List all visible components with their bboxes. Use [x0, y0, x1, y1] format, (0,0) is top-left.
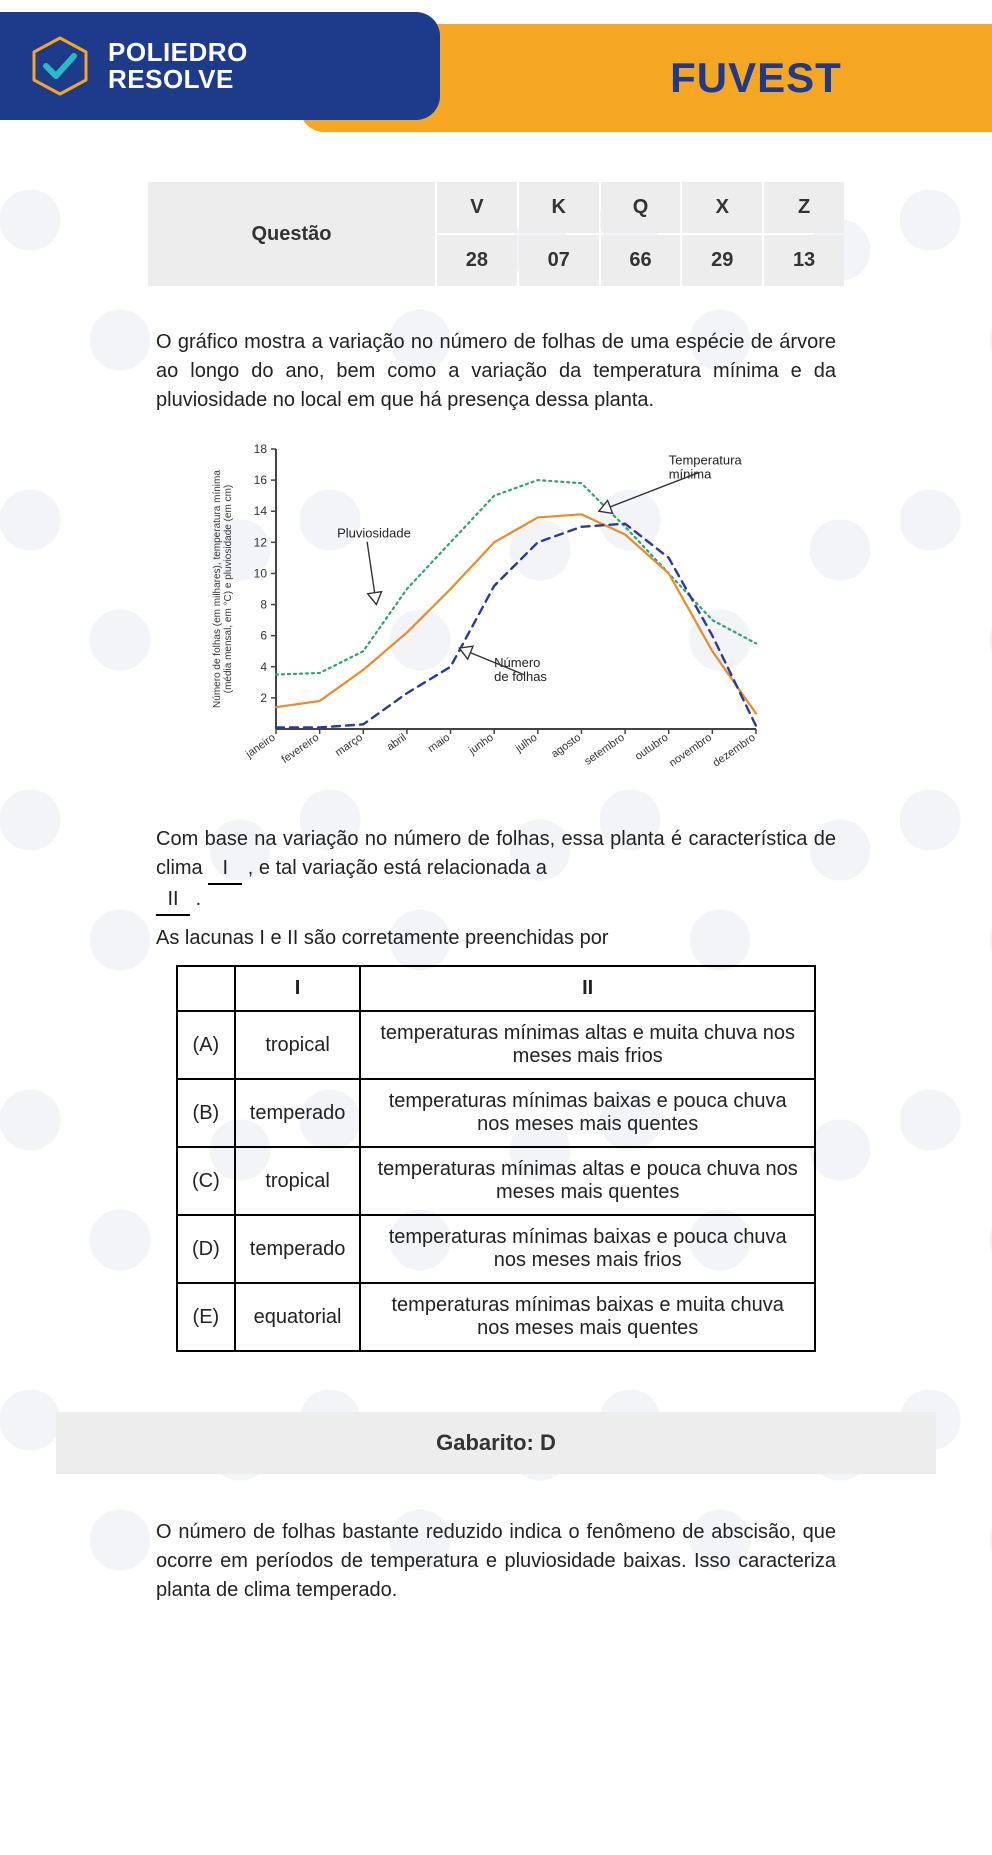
- svg-text:Número de folhas (em milhares): Número de folhas (em milhares), temperat…: [212, 470, 223, 708]
- ans-col1: tropical: [235, 1011, 361, 1079]
- question-text: O gráfico mostra a variação no número de…: [156, 328, 836, 415]
- ans-letter: (D): [177, 1215, 235, 1283]
- qtable-number: 13: [764, 235, 844, 286]
- table-row: (E) equatorial temperaturas mínimas baix…: [177, 1283, 815, 1351]
- ans-letter: (A): [177, 1011, 235, 1079]
- table-row: (A) tropical temperaturas mínimas altas …: [177, 1011, 815, 1079]
- brand-text: POLIEDRO RESOLVE: [108, 39, 248, 94]
- blank-1: I: [208, 854, 242, 885]
- answers-table: I II (A) tropical temperaturas mínimas a…: [176, 965, 816, 1352]
- svg-text:16: 16: [254, 473, 268, 487]
- svg-text:14: 14: [254, 504, 268, 518]
- svg-text:setembro: setembro: [582, 732, 626, 768]
- ans-letter: (C): [177, 1147, 235, 1215]
- svg-text:outubro: outubro: [633, 732, 670, 763]
- table-row: (B) temperado temperaturas mínimas baixa…: [177, 1079, 815, 1147]
- svg-text:agosto: agosto: [549, 732, 583, 761]
- ans-col2: temperaturas mínimas altas e pouca chuva…: [360, 1147, 815, 1215]
- ans-col1: tropical: [235, 1147, 361, 1215]
- qtable-number: 28: [437, 235, 517, 286]
- svg-text:4: 4: [260, 660, 267, 674]
- qtable-letter: Z: [764, 182, 844, 233]
- stem-part: , e tal variação está relacionada a: [248, 857, 547, 879]
- svg-text:6: 6: [260, 629, 267, 643]
- svg-text:Número: Número: [494, 655, 540, 670]
- explanation-text: O número de folhas bastante reduzido ind…: [156, 1518, 836, 1605]
- qtable-letter: K: [519, 182, 599, 233]
- logo-hex-icon: [28, 34, 92, 98]
- brand-line1: POLIEDRO: [108, 39, 248, 66]
- ans-col1: equatorial: [235, 1283, 361, 1351]
- ans-col2: temperaturas mínimas altas e muita chuva…: [360, 1011, 815, 1079]
- svg-text:julho: julho: [513, 732, 540, 756]
- qtable-letter: Q: [601, 182, 681, 233]
- svg-text:dezembro: dezembro: [711, 732, 758, 770]
- ans-letter: (B): [177, 1079, 235, 1147]
- answer-key-bar: Gabarito: D: [56, 1412, 936, 1474]
- ans-col2: temperaturas mínimas baixas e pouca chuv…: [360, 1215, 815, 1283]
- ans-col1: temperado: [235, 1079, 361, 1147]
- svg-text:12: 12: [254, 535, 268, 549]
- svg-text:junho: junho: [466, 732, 496, 758]
- qtable-number: 29: [682, 235, 762, 286]
- table-row: (D) temperado temperaturas mínimas baixa…: [177, 1215, 815, 1283]
- svg-text:de folhas: de folhas: [494, 669, 547, 684]
- qtable-letter: X: [682, 182, 762, 233]
- ans-header-1: I: [235, 966, 361, 1011]
- ans-col2: temperaturas mínimas baixas e muita chuv…: [360, 1283, 815, 1351]
- qtable-number: 07: [519, 235, 599, 286]
- ans-col1: temperado: [235, 1215, 361, 1283]
- svg-text:8: 8: [260, 598, 267, 612]
- stem-line2: As lacunas I e II são corretamente preen…: [156, 924, 836, 953]
- question-stem: Com base na variação no número de folhas…: [156, 825, 836, 916]
- brand-band: POLIEDRO RESOLVE: [0, 12, 440, 120]
- exam-name: FUVEST: [450, 54, 842, 102]
- question-code-table: Questão V K Q X Z 28 07 66 29 13: [146, 180, 846, 288]
- svg-text:maio: maio: [426, 732, 452, 756]
- svg-text:fevereiro: fevereiro: [279, 732, 321, 766]
- svg-text:Pluviosidade: Pluviosidade: [337, 526, 411, 541]
- ans-letter: (E): [177, 1283, 235, 1351]
- table-row: (C) tropical temperaturas mínimas altas …: [177, 1147, 815, 1215]
- svg-text:18: 18: [254, 442, 268, 456]
- qtable-number: 66: [601, 235, 681, 286]
- line-chart: 2 4 6 8 10 12 14 16 18 janeirofevereiro março abril…: [206, 439, 766, 799]
- qtable-rowlabel: Questão: [148, 182, 435, 286]
- svg-text:10: 10: [254, 566, 268, 580]
- ans-col2: temperaturas mínimas baixas e pouca chuv…: [360, 1079, 815, 1147]
- svg-text:março: março: [333, 732, 365, 759]
- brand-line2: RESOLVE: [108, 66, 248, 93]
- svg-text:abril: abril: [385, 732, 409, 754]
- stem-part: .: [196, 888, 202, 910]
- svg-text:Temperatura: Temperatura: [669, 453, 743, 468]
- svg-text:(média mensal, em °C) e pluvio: (média mensal, em °C) e pluviosidade (em…: [223, 485, 234, 694]
- svg-text:janeiro: janeiro: [243, 732, 278, 761]
- svg-text:novembro: novembro: [667, 732, 714, 770]
- ans-header-2: II: [360, 966, 815, 1011]
- chart-container: 2 4 6 8 10 12 14 16 18 janeirofevereiro março abril…: [206, 439, 786, 799]
- svg-text:2: 2: [260, 691, 267, 705]
- blank-2: II: [156, 885, 190, 916]
- svg-text:mínima: mínima: [669, 467, 712, 482]
- ans-header-blank: [177, 966, 235, 1011]
- qtable-letter: V: [437, 182, 517, 233]
- header-banner: FUVEST POLIEDRO RESOLVE: [0, 0, 992, 140]
